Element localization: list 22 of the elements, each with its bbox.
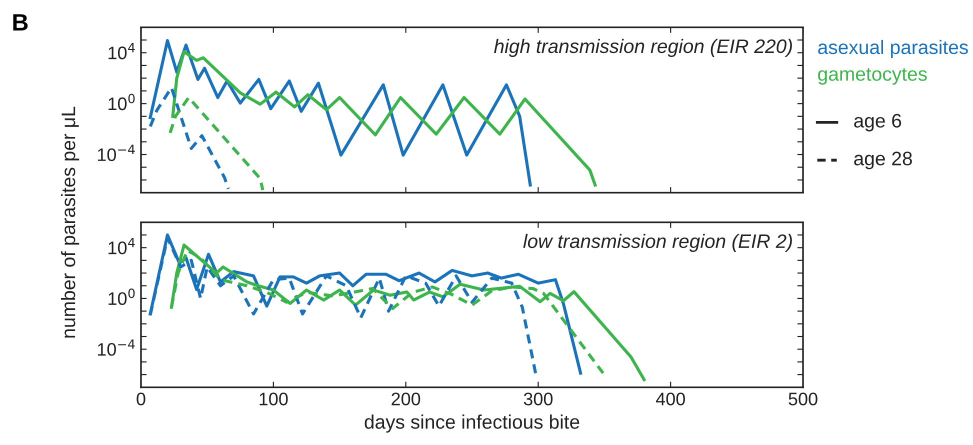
x-tick-label: 200 [392, 392, 420, 406]
y-tick-label: 10$^{−4}$ [98, 340, 135, 356]
y-tick-label: 10$^{4}$ [108, 43, 135, 60]
y-tick-label: 10$^{4}$ [108, 238, 135, 254]
x-axis-title: days since infectious bite [364, 414, 580, 433]
y-tick-label: 10$^{0}$ [108, 288, 135, 306]
y-tick-label: 10$^{−4}$ [98, 144, 135, 162]
y-axis-title: number of parasites per μL [60, 106, 80, 338]
x-tick-label: 0 [136, 392, 146, 406]
x-tick-label: 100 [260, 392, 288, 406]
x-tick-label: 400 [656, 392, 685, 406]
text: age 28 [854, 152, 912, 170]
y-tick-label: 10$^{0}$ [108, 94, 135, 110]
text: B [13, 14, 28, 30]
text: asexual parasites [818, 40, 968, 58]
x-tick-label: 500 [788, 392, 818, 406]
line-series [148, 39, 532, 187]
x-tick-label: 300 [524, 392, 553, 406]
text: age 6 [854, 114, 902, 132]
text: gametocytes [818, 68, 927, 85]
annotation: low transmission region (EIR 2) [523, 234, 792, 252]
annotation: high transmission region (EIR 220) [494, 38, 792, 57]
